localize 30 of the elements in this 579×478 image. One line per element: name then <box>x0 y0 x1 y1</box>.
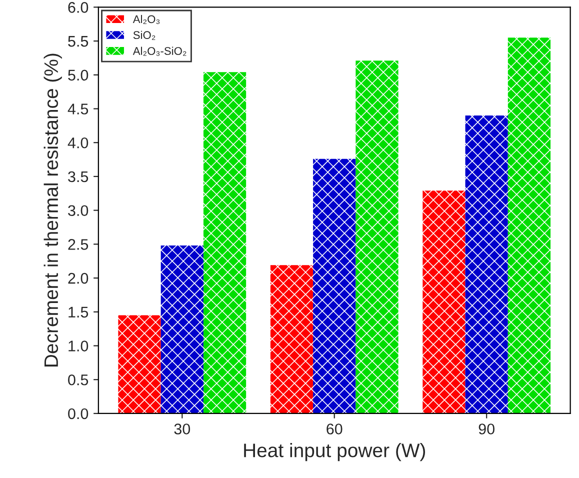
y-tick-label: 2.0 <box>68 272 88 284</box>
y-tick-label: 6.0 <box>68 2 88 13</box>
y-tick-label: 5.0 <box>68 70 88 81</box>
bar <box>270 265 314 414</box>
bar <box>422 190 466 414</box>
y-tick-label: 3.0 <box>68 205 88 216</box>
x-tick-label: 60 <box>326 424 342 434</box>
x-tick-label: 90 <box>478 424 494 434</box>
y-tick-label: 0.5 <box>68 374 88 386</box>
y-tick-label: 5.5 <box>68 36 88 47</box>
x-tick-label: 30 <box>174 424 190 434</box>
legend-label: Al₂O₃ <box>132 14 160 24</box>
legend-label: SiO₂ <box>133 30 156 40</box>
y-tick-label: 2.5 <box>68 239 88 250</box>
y-tick-label: 1.5 <box>68 306 88 318</box>
y-tick-label: 4.0 <box>68 137 88 148</box>
x-axis-title: Heat input power (W) <box>244 442 426 462</box>
bar <box>160 246 204 414</box>
bar <box>508 38 551 414</box>
y-tick-label: 1.0 <box>68 340 88 352</box>
bar <box>465 116 508 414</box>
y-tick-label: 3.5 <box>68 171 88 182</box>
legend-label: Al₂O₃-SiO₂ <box>132 46 186 56</box>
bar <box>118 315 161 414</box>
y-tick-label: 4.5 <box>68 104 88 114</box>
bar <box>356 60 398 414</box>
y-axis-title: Decrement in thermal resistance (%) <box>44 54 62 366</box>
bar <box>313 158 356 414</box>
y-tick-label: 0.0 <box>68 408 88 420</box>
bar <box>203 72 246 414</box>
